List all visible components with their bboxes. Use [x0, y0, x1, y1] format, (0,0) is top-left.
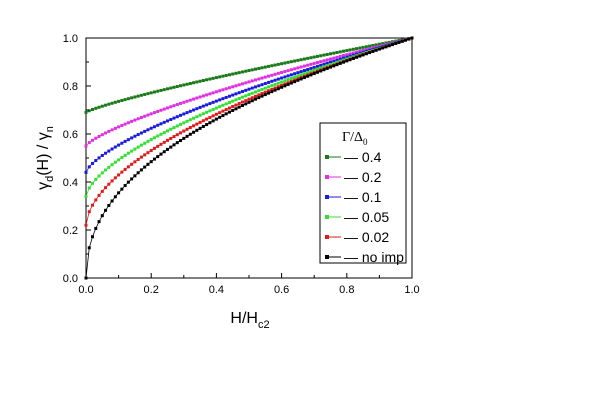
legend-marker [325, 235, 329, 239]
y-tick-label: 0.0 [63, 273, 78, 285]
plot-area [84, 36, 414, 280]
legend-marker [325, 155, 329, 159]
legend-label: — 0.2 [344, 169, 382, 185]
series-line [85, 37, 413, 147]
x-tick-label: 0.6 [274, 284, 289, 296]
series-line [85, 37, 413, 173]
legend-marker [325, 215, 329, 219]
legend-entry: — 0.2 [325, 169, 382, 185]
y-tick-label: 0.6 [63, 129, 78, 141]
x-axis: 0.0 0.2 0.4 0.6 0.8 1.0 [78, 273, 420, 296]
y-tick-label: 0.4 [63, 177, 78, 189]
legend-marker [325, 195, 329, 199]
x-axis-title: H/Hc2 [230, 310, 269, 331]
series-line [85, 37, 413, 113]
legend-marker [325, 175, 329, 179]
legend-entry: — 0.02 [325, 229, 389, 245]
y-tick-label: 0.2 [63, 225, 78, 237]
series-line [85, 37, 413, 197]
legend-label: — no imp [344, 249, 404, 265]
legend-title: Γ/Δ0 [342, 130, 368, 147]
legend-label: — 0.02 [344, 229, 389, 245]
legend-marker [325, 255, 329, 259]
y-axis: 0.0 0.2 0.4 0.6 0.8 1.0 [63, 33, 91, 285]
x-tick-label: 0.2 [144, 284, 159, 296]
legend: Γ/Δ0 — 0.4 — 0.2 — 0.1 — 0.05 — 0.02 — no imp [319, 122, 407, 265]
series-line [85, 37, 413, 279]
x-tick-label: 0.4 [209, 284, 224, 296]
x-tick-label: 0.8 [339, 284, 354, 296]
legend-box [319, 122, 407, 264]
legend-entry: — 0.1 [325, 189, 382, 205]
legend-entry: — no imp [325, 249, 404, 265]
legend-entry: — 0.4 [325, 149, 382, 165]
legend-label: — 0.05 [344, 209, 389, 225]
x-tick-label: 0.0 [78, 284, 93, 296]
legend-label: — 0.1 [344, 189, 382, 205]
legend-label: — 0.4 [344, 149, 382, 165]
y-tick-label: 1.0 [63, 33, 78, 45]
series-0.4 [84, 36, 414, 114]
series-no-imp [84, 36, 414, 280]
y-axis-title: γd(H) / γn [35, 126, 56, 190]
legend-entry: — 0.05 [325, 209, 389, 225]
series-0.2 [84, 36, 414, 148]
x-tick-label: 1.0 [404, 284, 419, 296]
y-tick-label: 0.8 [63, 81, 78, 93]
